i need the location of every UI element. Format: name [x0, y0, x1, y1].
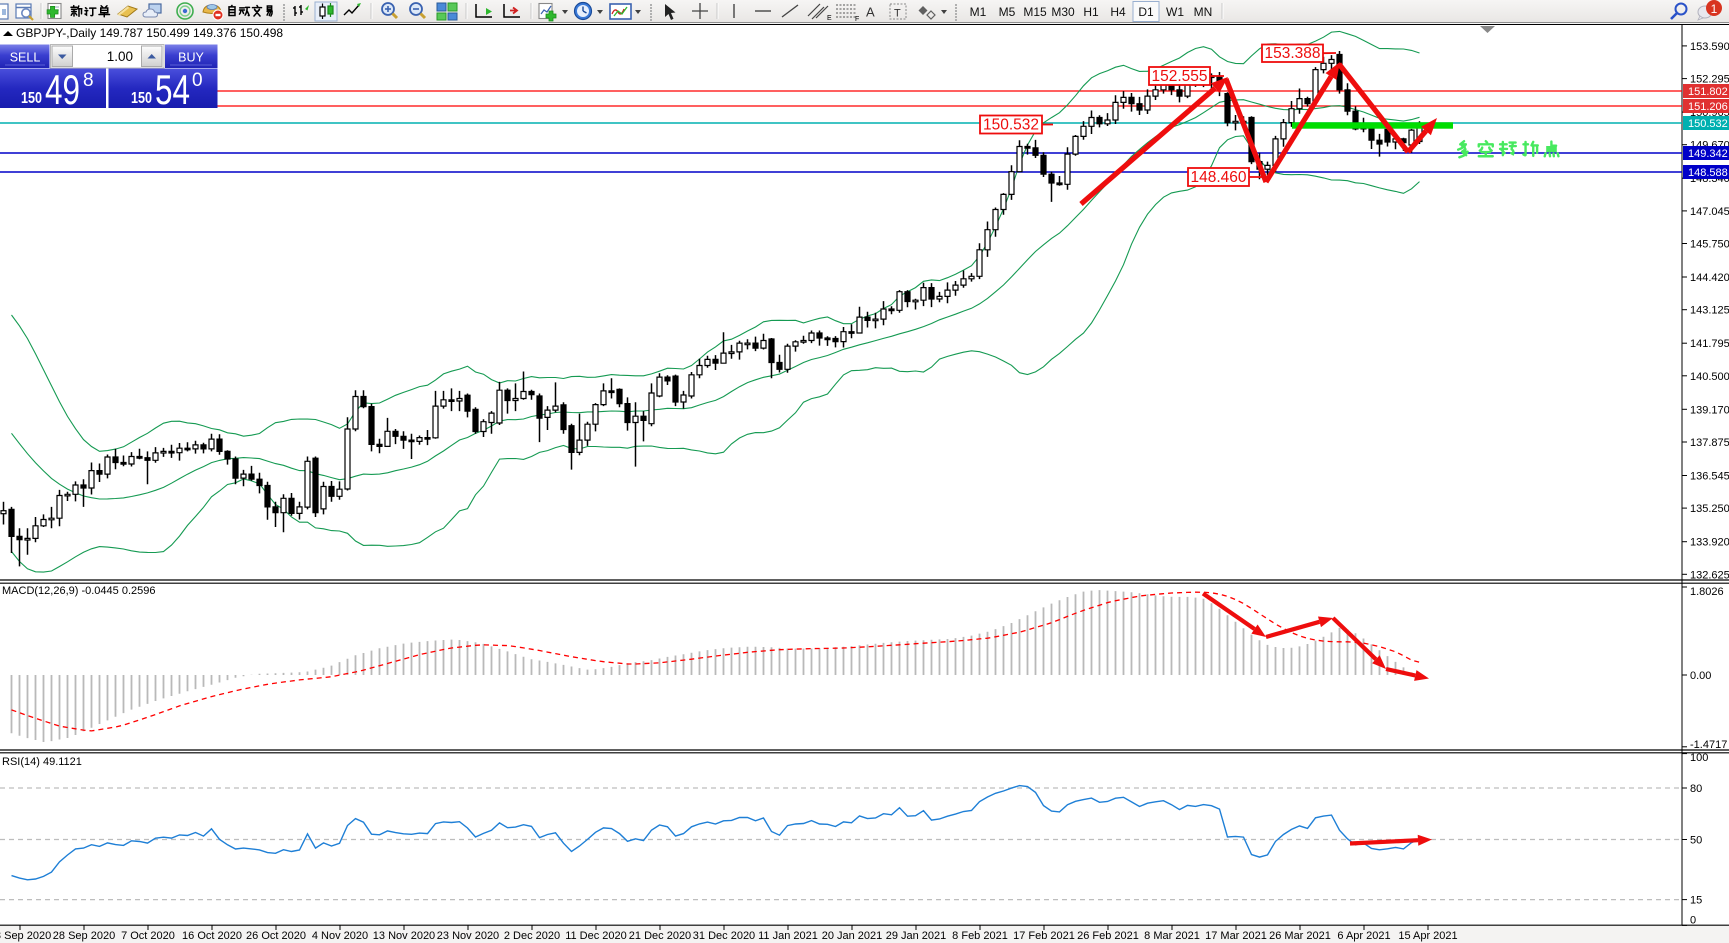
svg-text:152.555: 152.555	[1151, 68, 1207, 85]
svg-text:M5: M5	[999, 5, 1016, 19]
svg-text:M30: M30	[1051, 5, 1075, 19]
svg-text:4 Nov 2020: 4 Nov 2020	[312, 930, 368, 942]
svg-text:17 Feb 2021: 17 Feb 2021	[1013, 930, 1075, 942]
svg-text:SELL: SELL	[10, 51, 41, 65]
svg-text:D1: D1	[1138, 5, 1154, 19]
svg-text:BUY: BUY	[178, 51, 204, 65]
svg-text:8 Mar 2021: 8 Mar 2021	[1144, 930, 1200, 942]
svg-text:151.802: 151.802	[1688, 86, 1728, 98]
svg-text:151.206: 151.206	[1688, 101, 1728, 113]
svg-text:8 Feb 2021: 8 Feb 2021	[952, 930, 1008, 942]
svg-text:153.388: 153.388	[1264, 45, 1320, 62]
svg-text:17 Mar 2021: 17 Mar 2021	[1205, 930, 1267, 942]
svg-text:21 Dec 2020: 21 Dec 2020	[629, 930, 691, 942]
svg-text:RSI(14) 49.1121: RSI(14) 49.1121	[2, 756, 82, 768]
svg-text:0: 0	[1690, 915, 1696, 927]
svg-text:100: 100	[1690, 752, 1708, 764]
svg-text:1: 1	[1711, 2, 1718, 16]
svg-text:M15: M15	[1023, 5, 1047, 19]
svg-text:W1: W1	[1166, 5, 1184, 19]
svg-text:136.545: 136.545	[1690, 471, 1729, 483]
svg-text:148.588: 148.588	[1688, 167, 1728, 179]
svg-text:15 Apr 2021: 15 Apr 2021	[1398, 930, 1457, 942]
svg-text:16 Oct 2020: 16 Oct 2020	[182, 930, 242, 942]
svg-text:11 Jan 2021: 11 Jan 2021	[758, 930, 818, 942]
svg-text:150: 150	[131, 90, 152, 107]
svg-text:1.00: 1.00	[107, 49, 133, 64]
svg-text:50: 50	[1690, 835, 1702, 847]
svg-text:148.460: 148.460	[1190, 169, 1246, 186]
svg-text:150.532: 150.532	[1688, 118, 1728, 130]
svg-text:2 Dec 2020: 2 Dec 2020	[504, 930, 560, 942]
svg-text:6 Apr 2021: 6 Apr 2021	[1337, 930, 1390, 942]
svg-text:M1: M1	[970, 5, 987, 19]
svg-text:GBPJPY-,Daily 149.787 150.499: GBPJPY-,Daily 149.787 150.499 149.376 15…	[16, 26, 283, 40]
svg-text:26 Feb 2021: 26 Feb 2021	[1077, 930, 1139, 942]
svg-text:23 Nov 2020: 23 Nov 2020	[437, 930, 499, 942]
svg-text:H1: H1	[1083, 5, 1099, 19]
svg-text:T: T	[894, 8, 901, 20]
svg-text:133.920: 133.920	[1690, 537, 1729, 549]
svg-text:20 Jan 2021: 20 Jan 2021	[822, 930, 883, 942]
svg-text:H4: H4	[1110, 5, 1126, 19]
svg-text:137.875: 137.875	[1690, 437, 1729, 449]
svg-text:29 Jan 2021: 29 Jan 2021	[886, 930, 947, 942]
svg-text:MN: MN	[1194, 5, 1213, 19]
svg-text:-1.4717: -1.4717	[1690, 739, 1727, 751]
svg-text:15: 15	[1690, 895, 1702, 907]
svg-text:7 Oct 2020: 7 Oct 2020	[121, 930, 175, 942]
svg-text:26 Mar 2021: 26 Mar 2021	[1269, 930, 1331, 942]
svg-text:145.750: 145.750	[1690, 239, 1729, 251]
svg-text:28 Sep 2020: 28 Sep 2020	[53, 930, 115, 942]
svg-text:144.420: 144.420	[1690, 272, 1729, 284]
svg-text:150.532: 150.532	[983, 117, 1039, 134]
svg-text:143.125: 143.125	[1690, 305, 1729, 317]
svg-text:149.342: 149.342	[1688, 148, 1728, 160]
svg-text:0.00: 0.00	[1690, 670, 1711, 682]
svg-text:150: 150	[21, 90, 42, 107]
svg-text:0: 0	[192, 70, 203, 91]
svg-text:1.8026: 1.8026	[1690, 586, 1724, 598]
svg-text:54: 54	[155, 66, 190, 113]
svg-text:E: E	[827, 15, 832, 22]
svg-text:11 Dec 2020: 11 Dec 2020	[565, 930, 627, 942]
svg-text:139.170: 139.170	[1690, 404, 1729, 416]
svg-text:A: A	[866, 5, 875, 20]
svg-text:135.250: 135.250	[1690, 503, 1729, 515]
svg-text:141.795: 141.795	[1690, 338, 1729, 350]
svg-text:80: 80	[1690, 783, 1702, 795]
svg-text:140.500: 140.500	[1690, 371, 1729, 383]
svg-text:13 Nov 2020: 13 Nov 2020	[373, 930, 435, 942]
svg-text:31 Dec 2020: 31 Dec 2020	[693, 930, 755, 942]
svg-text:26 Oct 2020: 26 Oct 2020	[246, 930, 306, 942]
svg-text:18 Sep 2020: 18 Sep 2020	[0, 930, 51, 942]
svg-text:MACD(12,26,9) -0.0445 0.2596: MACD(12,26,9) -0.0445 0.2596	[2, 585, 155, 597]
svg-text:8: 8	[83, 70, 94, 91]
svg-text:153.590: 153.590	[1690, 41, 1729, 53]
svg-text:152.295: 152.295	[1690, 74, 1729, 86]
svg-text:49: 49	[45, 66, 80, 113]
svg-text:132.625: 132.625	[1690, 569, 1729, 581]
svg-text:F: F	[855, 16, 859, 23]
svg-text:147.045: 147.045	[1690, 206, 1729, 218]
